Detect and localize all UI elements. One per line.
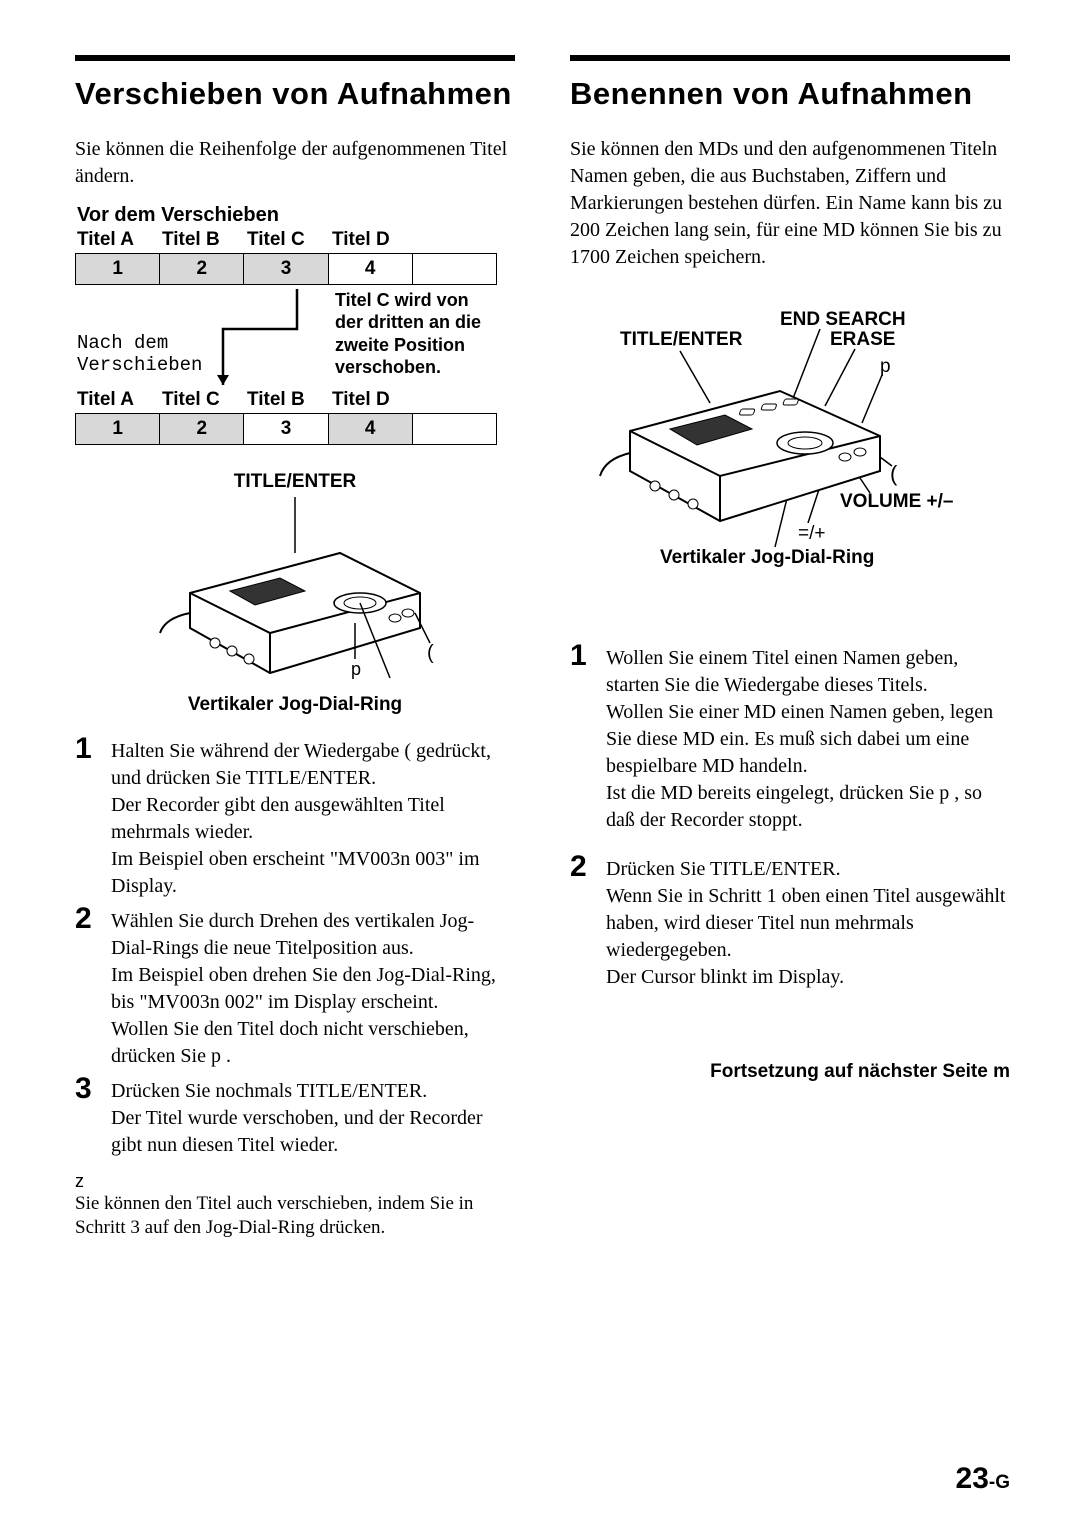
mid-block: Nach dem Verschieben Titel C wird von de… bbox=[75, 289, 495, 389]
jog-dial-label: Vertikaler Jog-Dial-Ring bbox=[75, 694, 515, 716]
left-intro: Sie können die Reihenfolge der aufgenomm… bbox=[75, 136, 515, 190]
after-track-table: 1 2 3 4 bbox=[75, 413, 497, 445]
page-number: 23-G bbox=[956, 1462, 1010, 1496]
step-body: Drücken Sie nochmals TITLE/ENTER.Der Tit… bbox=[111, 1074, 515, 1159]
step-number: 1 bbox=[570, 641, 594, 834]
section-rule bbox=[75, 55, 515, 61]
step-body: Wollen Sie einem Titel einen Namen geben… bbox=[606, 641, 1010, 834]
md-recorder-icon bbox=[570, 311, 990, 571]
before-track-table: 1 2 3 4 bbox=[75, 253, 497, 285]
track-cell: 1 bbox=[76, 254, 160, 284]
continued-note: Fortsetzung auf nächster Seite m bbox=[570, 1061, 1010, 1083]
paren-symbol: ( bbox=[427, 642, 434, 664]
step-number: 2 bbox=[570, 852, 594, 991]
left-column: Verschieben von Aufnahmen Sie können die… bbox=[75, 55, 515, 1241]
title-label: Titel C bbox=[247, 229, 332, 251]
title-label: Titel B bbox=[247, 389, 332, 411]
step-number: 1 bbox=[75, 734, 99, 900]
step-number: 2 bbox=[75, 904, 99, 1070]
step-body: Wählen Sie durch Drehen des vertikalen J… bbox=[111, 904, 515, 1070]
left-heading: Verschieben von Aufnahmen bbox=[75, 75, 515, 114]
right-heading: Benennen von Aufnahmen bbox=[570, 75, 1010, 114]
step: 1 Halten Sie während der Wiedergabe ( ge… bbox=[75, 734, 515, 900]
title-label: Titel A bbox=[77, 389, 162, 411]
step: 2 Drücken Sie TITLE/ENTER.Wenn Sie in Sc… bbox=[570, 852, 1010, 991]
track-cell: 2 bbox=[160, 414, 244, 444]
step-number: 3 bbox=[75, 1074, 99, 1159]
track-cell: 3 bbox=[244, 254, 328, 284]
title-label: Titel B bbox=[162, 229, 247, 251]
title-label: Titel C bbox=[162, 389, 247, 411]
tip-icon: z bbox=[75, 1171, 515, 1192]
track-cell: 4 bbox=[329, 254, 413, 284]
title-label: Titel A bbox=[77, 229, 162, 251]
track-cell: 3 bbox=[244, 414, 328, 444]
manual-page: Verschieben von Aufnahmen Sie können die… bbox=[0, 0, 1080, 1536]
track-cell: 2 bbox=[160, 254, 244, 284]
device-figure-right: TITLE/ENTER END SEARCH ERASE p ( VOLUME … bbox=[570, 311, 1010, 591]
page-number-value: 23 bbox=[956, 1462, 989, 1495]
step: 1 Wollen Sie einem Titel einen Namen geb… bbox=[570, 641, 1010, 834]
move-note: Titel C wird von der dritten an die zwei… bbox=[335, 289, 495, 379]
step-body: Drücken Sie TITLE/ENTER.Wenn Sie in Schr… bbox=[606, 852, 1010, 991]
page-number-suffix: -G bbox=[989, 1472, 1010, 1493]
after-titles: Titel A Titel C Titel B Titel D bbox=[77, 389, 515, 411]
md-recorder-icon: p ( bbox=[130, 493, 460, 683]
track-cell: 4 bbox=[329, 414, 413, 444]
title-label: Titel D bbox=[332, 229, 417, 251]
two-column-layout: Verschieben von Aufnahmen Sie können die… bbox=[75, 55, 1010, 1241]
after-caption: Nach dem Verschieben bbox=[77, 333, 202, 377]
device-figure-left: TITLE/ENTER bbox=[75, 471, 515, 716]
track-cell: 1 bbox=[76, 414, 160, 444]
step-body: Halten Sie während der Wiedergabe ( gedr… bbox=[111, 734, 515, 900]
before-titles: Titel A Titel B Titel C Titel D bbox=[77, 229, 515, 251]
right-column: Benennen von Aufnahmen Sie können den MD… bbox=[570, 55, 1010, 1241]
track-cell bbox=[413, 414, 496, 444]
right-intro: Sie können den MDs und den aufgenommenen… bbox=[570, 136, 1010, 271]
step: 2 Wählen Sie durch Drehen des vertikalen… bbox=[75, 904, 515, 1070]
after-caption-line: Verschieben bbox=[77, 354, 202, 376]
before-caption: Vor dem Verschieben bbox=[77, 204, 515, 227]
after-caption-line: Nach dem bbox=[77, 332, 168, 354]
p-symbol: p bbox=[351, 659, 361, 679]
track-cell bbox=[413, 254, 496, 284]
section-rule bbox=[570, 55, 1010, 61]
right-steps: 1 Wollen Sie einem Titel einen Namen geb… bbox=[570, 641, 1010, 991]
title-label: Titel D bbox=[332, 389, 417, 411]
tip-text: Sie können den Titel auch verschieben, i… bbox=[75, 1192, 515, 1241]
title-enter-label: TITLE/ENTER bbox=[75, 471, 515, 493]
step: 3 Drücken Sie nochmals TITLE/ENTER.Der T… bbox=[75, 1074, 515, 1159]
left-steps: 1 Halten Sie während der Wiedergabe ( ge… bbox=[75, 734, 515, 1159]
